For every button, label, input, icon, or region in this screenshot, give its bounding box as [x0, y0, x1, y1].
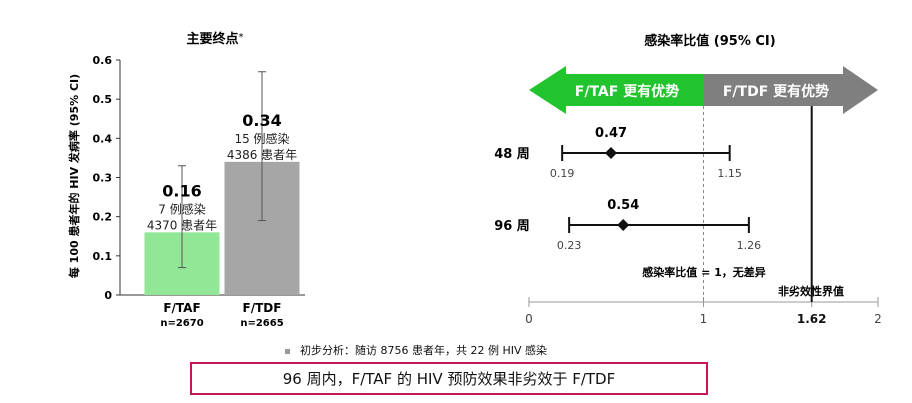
- arrow-left-label: F/TAF 更有优势: [575, 83, 679, 100]
- arrow-right-label: F/TDF 更有优势: [723, 83, 829, 100]
- bar-chart-title-suffix: *: [239, 32, 244, 43]
- bar-y-tick-label: 0.1: [93, 250, 113, 263]
- forest-x-tick-label: 0: [525, 312, 533, 326]
- bar-n-label: n=2670: [160, 318, 203, 329]
- forest-row-label: 96 周: [494, 219, 530, 234]
- bar-y-tick-label: 0.6: [93, 54, 113, 67]
- bar-category-label: F/TDF: [243, 301, 282, 315]
- footnote-text: 初步分析：随访 8756 患者年，共 22 例 HIV 感染: [300, 344, 548, 357]
- bar-category-label: F/TAF: [163, 301, 200, 315]
- forest-x-axis: 0 1 1.62 2: [525, 106, 882, 326]
- estimate-label: 0.47: [595, 126, 627, 141]
- ci-high-label: 1.15: [717, 167, 742, 180]
- bar-chart: 主要终点* 每 100 患者年的 HIV 发病率 (95% CI) 0 0.1 0.…: [67, 31, 305, 329]
- arrow-right-shape: [704, 66, 878, 114]
- bar-chart-title-text: 主要终点: [186, 31, 238, 47]
- estimate-diamond: [605, 147, 618, 159]
- bar-y-tick-label: 0.3: [93, 172, 113, 185]
- forest-x-tick-label: 2: [874, 312, 882, 326]
- bar-x-axis-labels: F/TAF n=2670 F/TDF n=2665: [160, 301, 283, 329]
- bar-person-years-label: 4370 患者年: [147, 218, 217, 232]
- bar-chart-title: 主要终点*: [186, 31, 243, 47]
- forest-x-tick-label: 1.62: [797, 312, 827, 326]
- conclusion-box: 96 周内，F/TAF 的 HIV 预防效果非劣效于 F/TDF: [190, 362, 708, 395]
- conclusion-text: 96 周内，F/TAF 的 HIV 预防效果非劣效于 F/TDF: [282, 370, 616, 388]
- bar-chart-y-axis-label: 每 100 患者年的 HIV 发病率 (95% CI): [67, 74, 81, 278]
- null-line-label: 感染率比值 = 1，无差异: [642, 265, 766, 279]
- bar-infection-label: 7 例感染: [158, 201, 205, 216]
- estimate-diamond: [617, 219, 630, 231]
- bar-person-years-label: 4386 患者年: [227, 148, 297, 162]
- ci-low-label: 0.23: [557, 239, 582, 252]
- forest-plot: 感染率比值 (95% CI) F/TAF 更有优势 F/TDF 更有优势 48 …: [494, 33, 882, 326]
- forest-x-tick-label: 1: [700, 312, 708, 326]
- bar-y-tick-label: 0.2: [93, 211, 113, 224]
- forest-arrows: F/TAF 更有优势 F/TDF 更有优势: [529, 66, 878, 114]
- bar-n-label: n=2665: [240, 318, 283, 329]
- arrow-left-shape: [529, 66, 704, 114]
- bar-y-tick-label: 0.4: [93, 132, 113, 145]
- bar-y-tick-label: 0: [104, 289, 112, 302]
- estimate-label: 0.54: [607, 198, 639, 213]
- forest-rows: 48 周 0.47 0.19 1.15 96 周 0.54 0.23 1.26: [494, 126, 761, 252]
- forest-title: 感染率比值 (95% CI): [644, 33, 775, 49]
- bar-value-label: 0.16: [162, 181, 201, 200]
- margin-label: 非劣效性界值: [778, 284, 844, 298]
- bar-value-label: 0.34: [242, 111, 281, 130]
- ci-low-label: 0.19: [550, 167, 575, 180]
- forest-row-label: 48 周: [494, 147, 530, 162]
- bar-y-tick-label: 0.5: [93, 93, 113, 106]
- ci-high-label: 1.26: [737, 239, 762, 252]
- bullet-square-icon: [285, 348, 290, 354]
- bar-infection-label: 15 例感染: [234, 131, 289, 146]
- footnote: 初步分析：随访 8756 患者年，共 22 例 HIV 感染: [285, 342, 547, 358]
